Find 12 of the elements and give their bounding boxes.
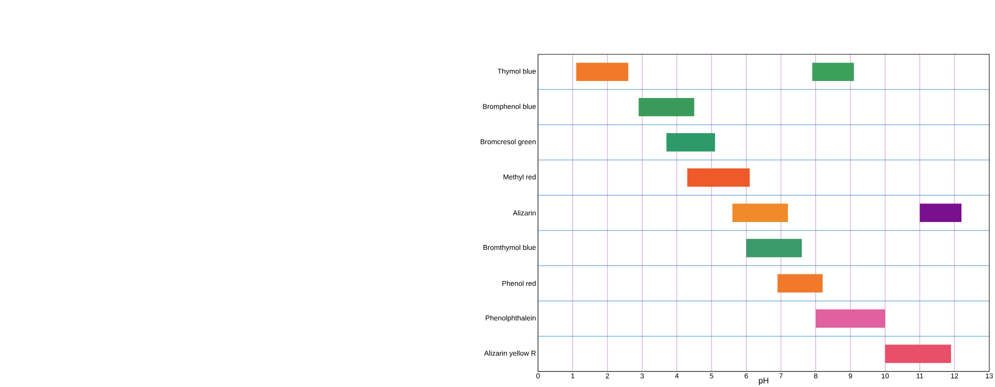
bar bbox=[920, 204, 962, 222]
x-axis-title: pH bbox=[758, 378, 768, 386]
bar bbox=[812, 62, 854, 82]
bar bbox=[885, 344, 952, 364]
bar bbox=[816, 309, 886, 328]
bar bbox=[746, 238, 802, 258]
bar bbox=[732, 204, 788, 222]
bar bbox=[778, 274, 823, 293]
bar bbox=[576, 62, 628, 82]
bar bbox=[638, 98, 694, 116]
bar bbox=[666, 133, 716, 152]
bar bbox=[687, 168, 750, 187]
